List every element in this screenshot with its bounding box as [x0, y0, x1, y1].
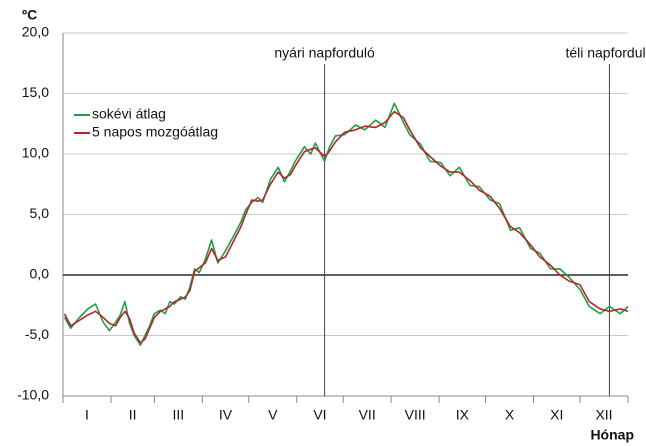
y-tick-label: -10,0 [17, 387, 49, 403]
x-tick-label: II [129, 407, 137, 423]
y-axis-label: ºC [22, 7, 37, 23]
x-tick-label: III [172, 407, 184, 423]
x-tick-label: V [268, 407, 278, 423]
x-tick-label: VII [359, 407, 376, 423]
x-tick-label: I [85, 407, 89, 423]
y-tick-label: 20,0 [22, 24, 49, 40]
x-tick-label: IX [456, 407, 470, 423]
x-tick-label: IV [219, 407, 233, 423]
legend-label: 5 napos mozgóátlag [92, 124, 218, 140]
series-line [63, 110, 629, 344]
x-tick-label: XII [595, 407, 612, 423]
x-tick-label: VIII [405, 407, 426, 423]
y-tick-label: -5,0 [25, 326, 49, 342]
x-tick-label: XI [550, 407, 563, 423]
y-tick-label: 10,0 [22, 145, 49, 161]
y-tick-label: 15,0 [22, 84, 49, 100]
x-tick-label: VI [313, 407, 326, 423]
y-tick-label: 0,0 [30, 266, 50, 282]
annotation: nyári napforduló [274, 45, 375, 61]
legend-label: sokévi átlag [92, 106, 166, 122]
y-tick-label: 5,0 [30, 205, 50, 221]
annotation: téli napforduló [565, 45, 646, 61]
x-tick-label: X [505, 407, 515, 423]
x-axis-label: Hónap [590, 427, 634, 443]
